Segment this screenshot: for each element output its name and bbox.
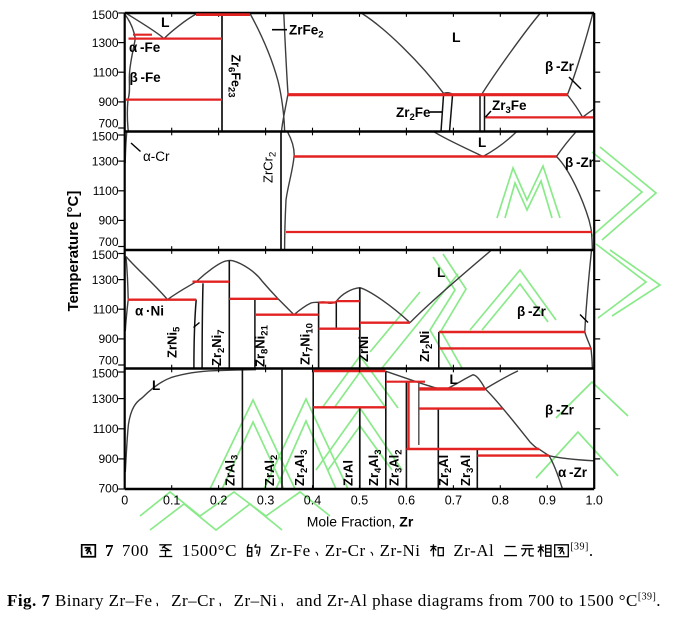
- svg-text:Zr6Fe23: Zr6Fe23: [226, 55, 243, 98]
- svg-text:0.7: 0.7: [445, 494, 462, 508]
- svg-text:Zr3Fe: Zr3Fe: [492, 98, 527, 116]
- svg-text:0.5: 0.5: [351, 494, 368, 508]
- svg-text:ZrCr2: ZrCr2: [261, 152, 279, 183]
- svg-text:700: 700: [98, 481, 118, 495]
- svg-text:900: 900: [98, 452, 118, 466]
- svg-text:700: 700: [98, 117, 118, 131]
- svg-text:β -Zr: β -Zr: [565, 155, 595, 170]
- svg-text:1500: 1500: [92, 248, 119, 262]
- svg-text:1300: 1300: [92, 154, 119, 168]
- svg-text:0: 0: [121, 494, 128, 508]
- svg-text:0.6: 0.6: [398, 494, 415, 508]
- svg-text:β -Zr: β -Zr: [545, 59, 575, 74]
- svg-text:Zr2Al: Zr2Al: [436, 455, 454, 486]
- svg-text:L: L: [161, 14, 170, 30]
- svg-text:Temperature [°C]: Temperature [°C]: [65, 191, 82, 312]
- svg-text:Mole Fraction, Zr: Mole Fraction, Zr: [307, 514, 414, 530]
- svg-text:1300: 1300: [92, 392, 119, 406]
- svg-text:Zr4Al3: Zr4Al3: [366, 449, 384, 486]
- svg-text:Zr2Fe: Zr2Fe: [396, 105, 431, 123]
- svg-text:0.2: 0.2: [210, 494, 227, 508]
- svg-text:0.3: 0.3: [257, 494, 274, 508]
- svg-text:L: L: [152, 378, 160, 393]
- svg-text:Zr3Al2: Zr3Al2: [387, 449, 405, 486]
- svg-text:L: L: [478, 135, 486, 150]
- svg-text:α-Cr: α-Cr: [143, 149, 170, 164]
- svg-text:ZrAl2: ZrAl2: [262, 455, 280, 486]
- svg-text:1500: 1500: [92, 130, 119, 144]
- svg-text:1100: 1100: [93, 184, 119, 198]
- svg-text:β -Zr: β -Zr: [517, 304, 547, 319]
- svg-text:1100: 1100: [93, 422, 119, 436]
- svg-text:Zr7Ni10: Zr7Ni10: [298, 323, 316, 365]
- svg-text:0.4: 0.4: [304, 494, 321, 508]
- svg-text:β -Zr: β -Zr: [545, 403, 575, 418]
- svg-text:900: 900: [98, 332, 118, 346]
- svg-text:900: 900: [98, 95, 118, 109]
- svg-text:Zr3Al: Zr3Al: [458, 455, 476, 486]
- svg-text:ZrNi5: ZrNi5: [165, 326, 183, 358]
- svg-text:L: L: [452, 29, 461, 45]
- svg-text:1500: 1500: [92, 367, 119, 381]
- svg-text:α ·Ni: α ·Ni: [135, 304, 164, 319]
- svg-text:ZrAl3: ZrAl3: [223, 455, 241, 486]
- svg-text:ZrFe2: ZrFe2: [289, 23, 324, 41]
- svg-text:0.1: 0.1: [163, 494, 180, 508]
- svg-text:L: L: [437, 265, 445, 280]
- svg-text:α -Fe: α -Fe: [129, 40, 161, 55]
- svg-text:ZrNi: ZrNi: [356, 336, 371, 362]
- svg-text:Zr2Al3: Zr2Al3: [292, 449, 310, 486]
- svg-text:Zr8Ni21: Zr8Ni21: [253, 324, 271, 367]
- svg-text:0.8: 0.8: [492, 494, 509, 508]
- svg-text:α -Zr: α -Zr: [558, 465, 588, 480]
- svg-text:1300: 1300: [92, 36, 119, 50]
- svg-text:Zr2Ni: Zr2Ni: [417, 331, 435, 362]
- svg-text:1100: 1100: [93, 66, 119, 80]
- svg-text:700: 700: [98, 235, 118, 249]
- svg-text:L: L: [450, 372, 458, 387]
- svg-text:ZrAl: ZrAl: [341, 460, 356, 486]
- svg-text:Zr2Ni7: Zr2Ni7: [209, 329, 227, 366]
- svg-text:β -Fe: β -Fe: [130, 70, 162, 85]
- svg-text:1.0: 1.0: [586, 494, 603, 508]
- svg-text:1500: 1500: [92, 8, 119, 22]
- svg-text:1100: 1100: [93, 302, 119, 316]
- svg-text:900: 900: [98, 214, 118, 228]
- svg-text:1300: 1300: [92, 273, 119, 287]
- svg-text:700: 700: [98, 354, 118, 368]
- svg-text:0.9: 0.9: [539, 494, 556, 508]
